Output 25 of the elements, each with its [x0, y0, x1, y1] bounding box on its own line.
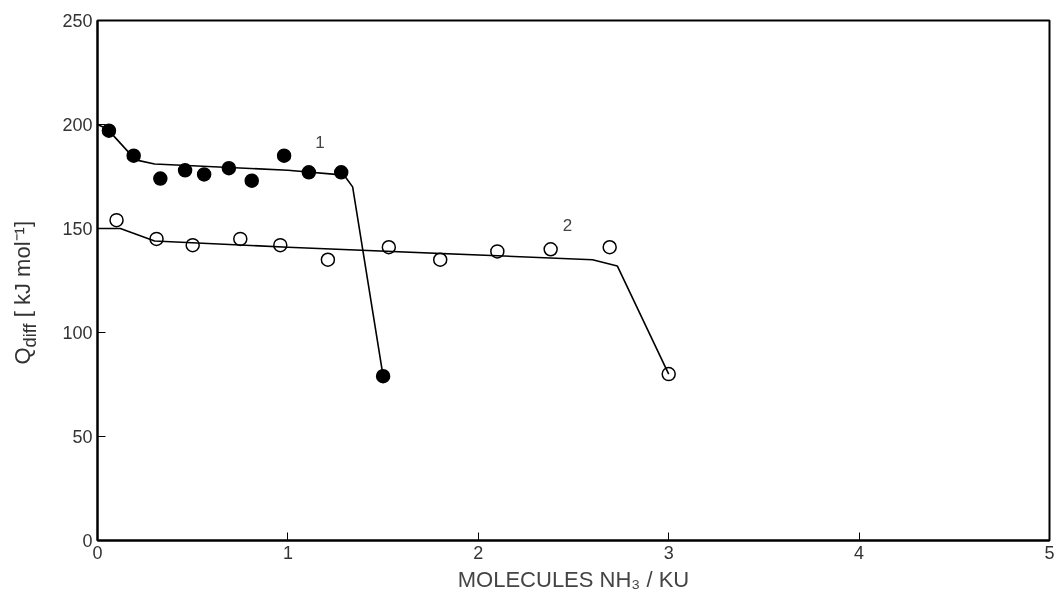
y-tick-label: 200 — [62, 115, 93, 135]
x-tick-label: 1 — [282, 542, 293, 563]
point — [276, 148, 292, 163]
y-tick-label: 100 — [62, 323, 93, 343]
x-tick-label: 2 — [473, 542, 484, 563]
point — [375, 368, 391, 384]
annotation: 1 — [315, 132, 325, 152]
y-tick-label: 150 — [62, 219, 93, 239]
x-tick-label: 5 — [1044, 542, 1055, 563]
y-tick-label: 250 — [62, 11, 93, 31]
point — [432, 252, 448, 267]
point — [602, 239, 617, 255]
point — [244, 173, 259, 188]
annotation: 2 — [562, 215, 573, 235]
point — [543, 242, 558, 257]
point — [109, 212, 124, 228]
point — [320, 252, 336, 267]
y-tick-label: 50 — [72, 427, 93, 447]
point — [196, 167, 212, 182]
point — [661, 366, 676, 382]
x-tick-label: 4 — [854, 542, 865, 563]
x-axis-title: MOLECULES NH₃ / KU — [457, 566, 690, 592]
x-tick-label: 3 — [663, 542, 674, 563]
point — [177, 163, 193, 178]
point — [153, 171, 168, 186]
